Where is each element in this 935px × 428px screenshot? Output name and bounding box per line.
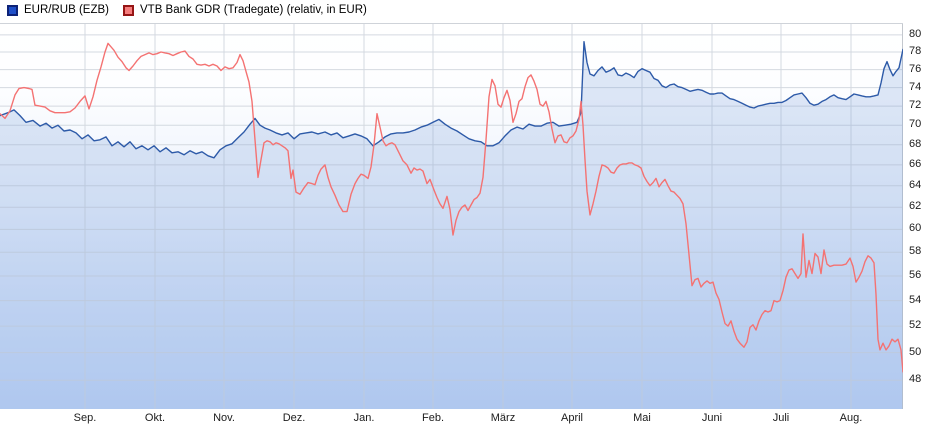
legend-item-eurrub[interactable]: EUR/RUB (EZB) — [7, 4, 109, 16]
y-axis-tick-label: 78 — [909, 45, 922, 57]
x-axis-month-label: Aug. — [839, 412, 863, 424]
vtb-legend-label: VTB Bank GDR (Tradegate) (relativ, in EU… — [140, 4, 367, 16]
x-axis-month-label: Mai — [633, 412, 651, 424]
y-axis-tick-label: 62 — [909, 200, 922, 213]
eur-rub-line — [0, 41, 903, 159]
y-axis-tick-label: 52 — [909, 319, 922, 332]
y-axis-tick-label: 60 — [909, 222, 922, 235]
y-axis-tick-label: 56 — [909, 269, 922, 282]
x-axis-month-label: Sep. — [73, 412, 97, 424]
y-axis-tick-label: 76 — [909, 62, 922, 75]
eurrub-legend-swatch-icon — [7, 4, 18, 16]
legend-item-vtb[interactable]: VTB Bank GDR (Tradegate) (relativ, in EU… — [123, 4, 367, 16]
x-axis-month-label: Dez. — [282, 412, 306, 424]
y-axis-tick-label: 72 — [909, 99, 922, 112]
y-axis-tick-label: 70 — [909, 118, 922, 131]
y-axis-tick-label: 74 — [909, 80, 922, 93]
chart-plot-area[interactable] — [0, 23, 903, 409]
y-axis-tick-label: 68 — [909, 137, 922, 150]
y-axis-tick-label: 58 — [909, 245, 922, 258]
y-axis-tick-label: 54 — [909, 293, 922, 306]
y-axis-tick-label: 48 — [909, 373, 922, 386]
eurrub-legend-label: EUR/RUB (EZB) — [24, 4, 109, 16]
vtb-legend-swatch-icon — [123, 4, 134, 16]
x-axis-month-label: Jan. — [353, 412, 375, 424]
x-axis-month-label: März — [490, 412, 516, 424]
x-axis-month-label: Okt. — [144, 412, 166, 424]
y-axis-tick-label: 80 — [909, 27, 922, 40]
x-axis-month-label: Feb. — [421, 412, 445, 424]
x-axis-month-label: April — [560, 412, 584, 424]
x-axis-month-label: Juli — [772, 412, 790, 424]
chart-canvas[interactable] — [0, 24, 903, 409]
x-axis-month-label: Nov. — [213, 412, 235, 424]
y-axis-tick-label: 64 — [909, 178, 922, 191]
vtb-line — [0, 42, 903, 373]
x-axis-month-label: Juni — [701, 412, 723, 424]
y-axis-tick-label: 66 — [909, 157, 922, 170]
y-axis-tick-label: 50 — [909, 345, 922, 358]
